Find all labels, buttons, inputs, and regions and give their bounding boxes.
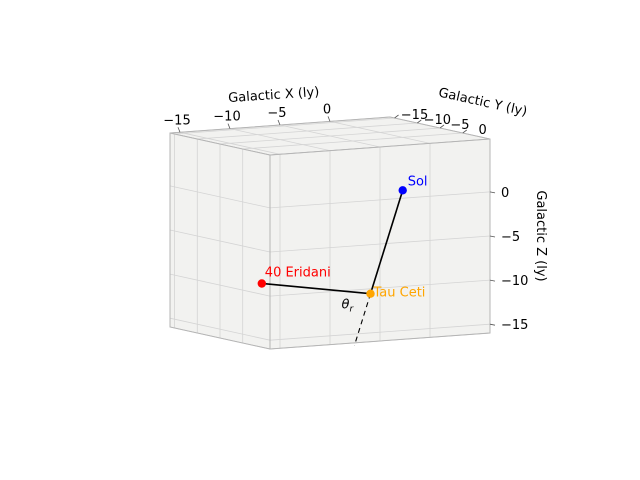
grid-y-top: [174, 117, 395, 135]
grid-y-top: [242, 132, 463, 150]
y-tick-label: −5: [450, 118, 469, 133]
star-label-sol: Sol: [408, 174, 428, 189]
x-tick-label: −15: [163, 113, 190, 128]
x-tick-label: −5: [267, 106, 286, 121]
grid-z-right: [269, 279, 491, 297]
y-tick-mark: [462, 129, 467, 134]
x-axis-title: Galactic X (ly): [228, 85, 320, 106]
star-marker-tau-ceti: [366, 289, 375, 298]
x-tick-label: −10: [213, 110, 240, 125]
y-tick-label: −10: [424, 113, 451, 128]
y-tick-label: 0: [479, 123, 487, 138]
z-tick-label: 0: [501, 186, 509, 201]
z-tick-mark: [489, 191, 496, 194]
grid-z-left: [169, 273, 271, 297]
box-edge: [269, 138, 491, 156]
star-marker-40-eridani: [257, 279, 266, 288]
grid-z-left: [169, 185, 271, 209]
grid-z-right: [269, 191, 491, 209]
x-tick-label: 0: [323, 102, 331, 117]
grid-y-top: [219, 127, 441, 145]
y-tick-mark: [394, 114, 399, 119]
z-tick-mark: [489, 279, 496, 282]
x-tick-mark: [177, 127, 181, 133]
box-edge: [169, 132, 271, 156]
grid-z-left: [169, 317, 271, 341]
grid-y-top: [197, 122, 418, 140]
grid-z-left: [169, 229, 271, 253]
z-tick-label: −5: [501, 230, 520, 245]
grid-z-right: [269, 235, 491, 253]
y-tick-mark: [417, 119, 422, 124]
x-tick-mark: [227, 123, 231, 129]
angle-theta-r-label: θr: [342, 298, 355, 315]
z-tick-label: −10: [501, 274, 528, 289]
radial-direction-dashed-line: [353, 293, 372, 346]
box-outline: [169, 116, 491, 350]
star-label-40-eridani: 40 Eridani: [265, 266, 331, 281]
line-sol-tau-ceti: [369, 190, 404, 294]
z-axis-title: Galactic Z (ly): [533, 190, 548, 281]
y-tick-mark: [439, 124, 445, 129]
z-tick-mark: [489, 235, 496, 238]
x-tick-mark: [277, 119, 281, 126]
star-marker-sol: [398, 186, 407, 195]
star-label-tau-ceti: Tau Ceti: [373, 286, 426, 301]
x-tick-mark: [327, 116, 331, 122]
z-tick-mark: [489, 323, 496, 326]
z-tick-label: −15: [501, 318, 528, 333]
y-tick-label: −15: [401, 108, 428, 123]
line-tau-ceti-40-eridani: [261, 282, 371, 295]
grid-z-right: [269, 323, 491, 341]
